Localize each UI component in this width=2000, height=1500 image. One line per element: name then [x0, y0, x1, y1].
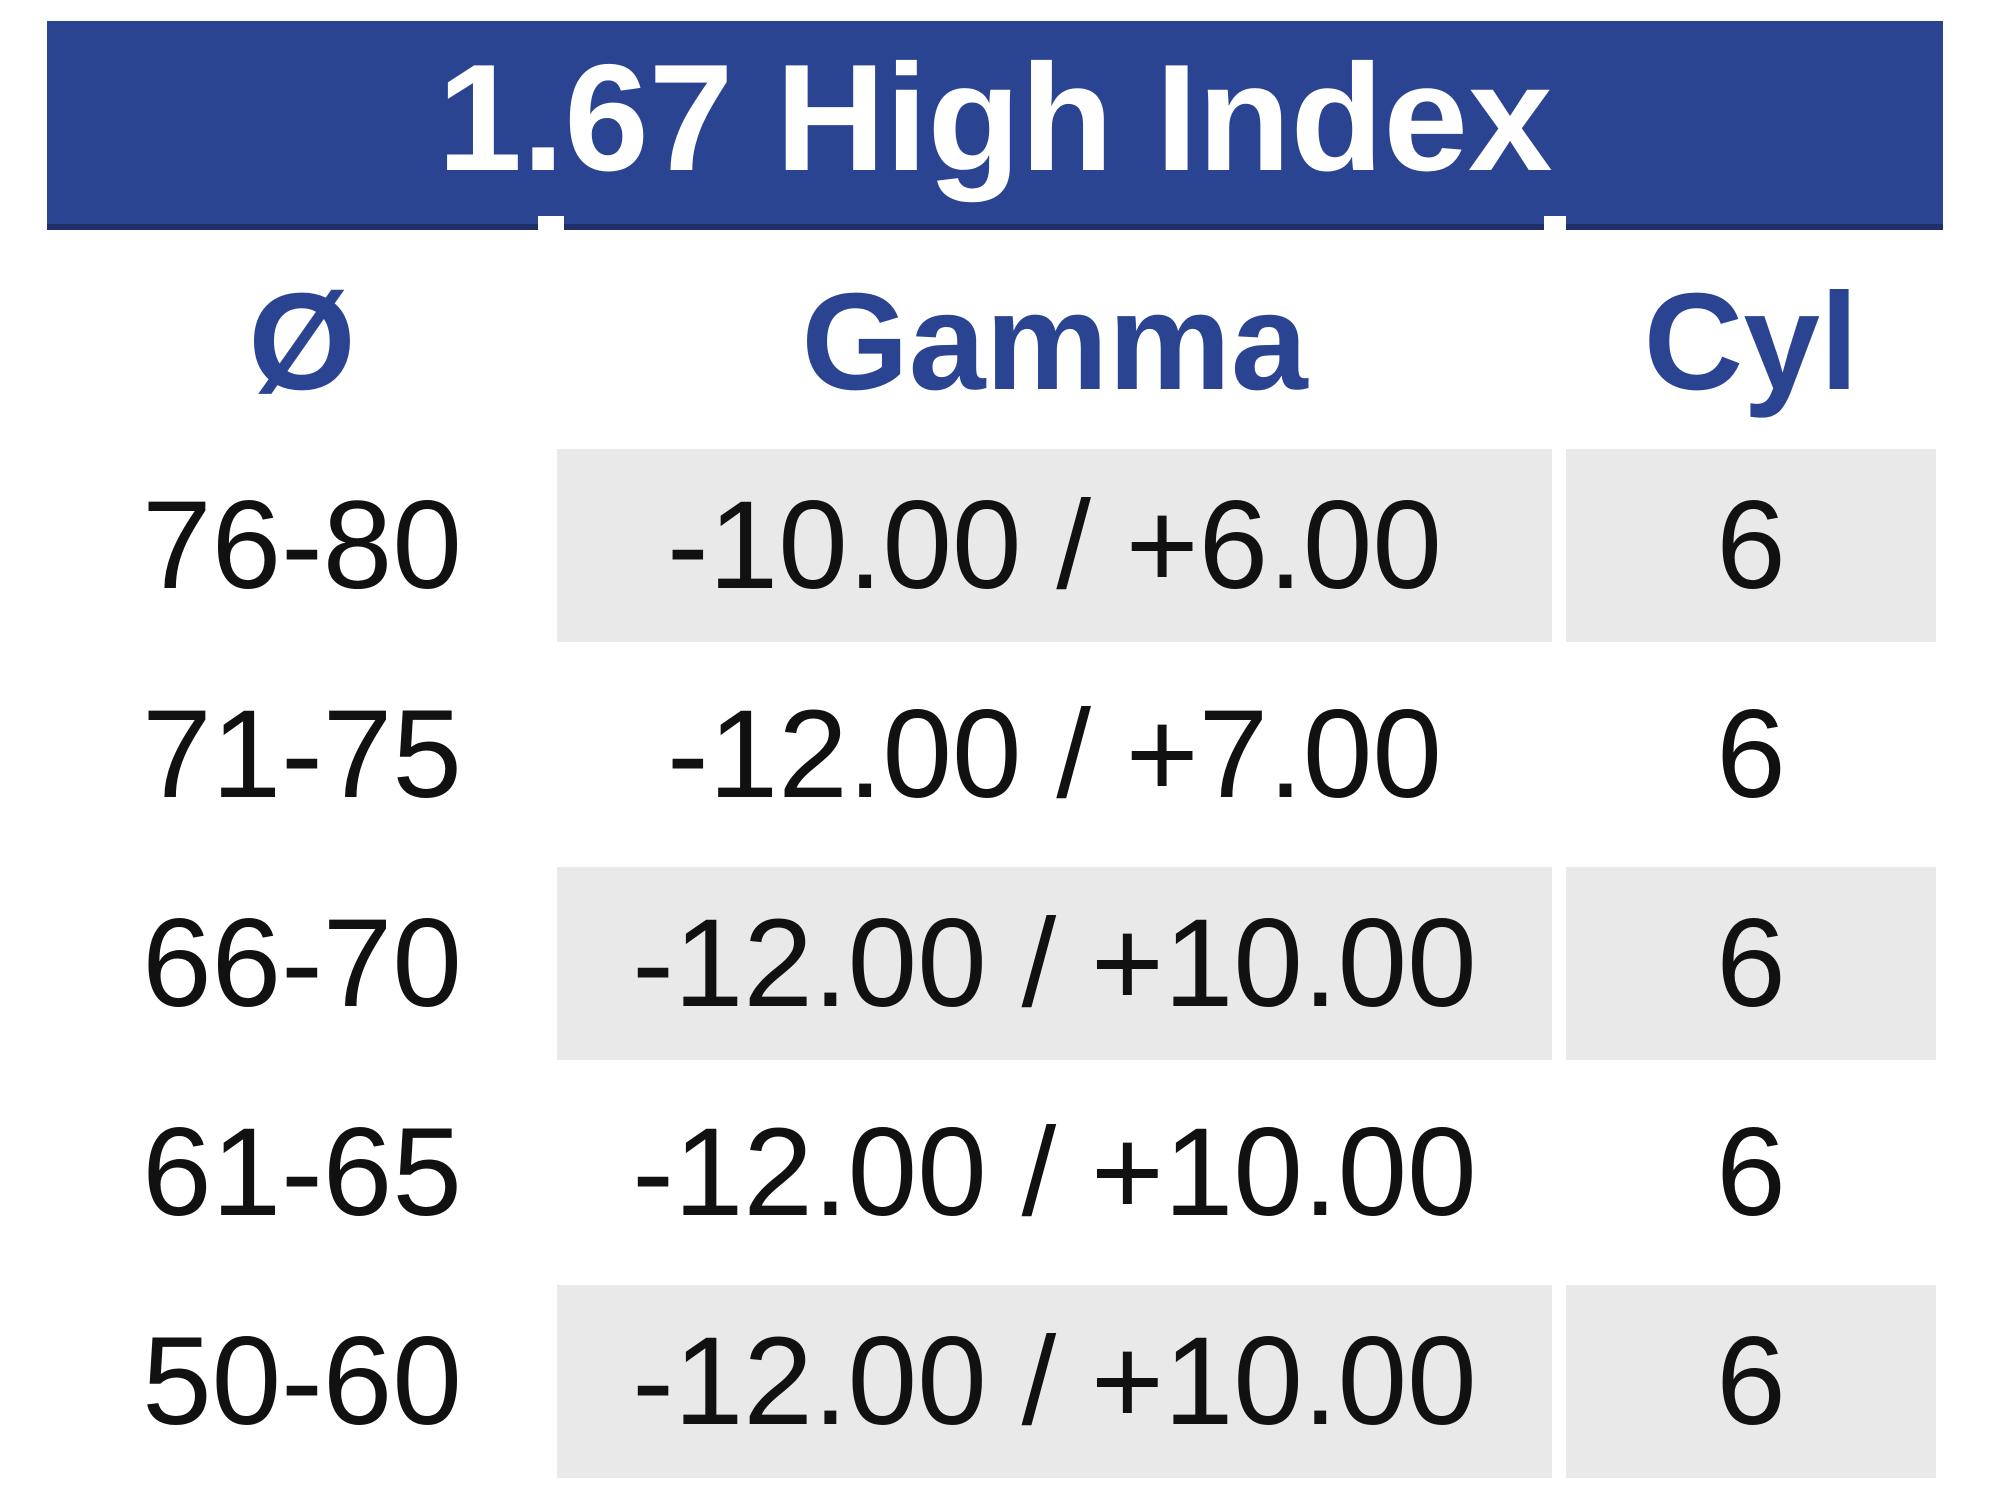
table-row-1: 76-80 -10.00 / +6.00 6 [47, 441, 1936, 650]
table-row-3: 66-70 -12.00 / +10.00 6 [47, 859, 1936, 1068]
column-gutter [1552, 1277, 1566, 1486]
gamma-cell: -12.00 / +10.00 [557, 1277, 1552, 1486]
cyl-cell: 6 [1716, 685, 1786, 824]
table-row-4: 61-65 -12.00 / +10.00 6 [47, 1068, 1936, 1277]
gamma-cell: -10.00 / +6.00 [557, 441, 1552, 650]
diameter-cell: 61-65 [142, 1103, 462, 1242]
column-gutter [1552, 650, 1566, 859]
cyl-cell: 6 [1566, 1277, 1936, 1486]
header-bottom-notch [538, 216, 564, 232]
column-header-row: Ø Gamma Cyl [47, 252, 1936, 432]
diameter-cell: 66-70 [142, 894, 462, 1033]
diameter-cell: 50-60 [142, 1312, 462, 1451]
column-header-gamma: Gamma [801, 265, 1308, 419]
column-header-diameter: Ø [248, 265, 356, 419]
cyl-cell: 6 [1716, 1103, 1786, 1242]
table-title: 1.67 High Index [437, 33, 1553, 203]
table-title-bar: 1.67 High Index [47, 21, 1943, 230]
gamma-cell: -12.00 / +7.00 [667, 685, 1442, 824]
cyl-cell: 6 [1566, 859, 1936, 1068]
header-bottom-notch [1544, 216, 1566, 232]
column-header-cyl: Cyl [1643, 265, 1859, 419]
table-row-5: 50-60 -12.00 / +10.00 6 [47, 1277, 1936, 1486]
column-gutter [1552, 1068, 1566, 1277]
cyl-cell: 6 [1566, 441, 1936, 650]
diameter-cell: 71-75 [142, 685, 462, 824]
diameter-cell: 76-80 [142, 476, 462, 615]
gamma-cell: -12.00 / +10.00 [557, 859, 1552, 1068]
table-row-2: 71-75 -12.00 / +7.00 6 [47, 650, 1936, 859]
gamma-cell: -12.00 / +10.00 [632, 1103, 1477, 1242]
table-body: 76-80 -10.00 / +6.00 6 71-75 -12.00 / +7… [47, 441, 1936, 1486]
column-gutter [1552, 859, 1566, 1068]
column-gutter [1552, 441, 1566, 650]
